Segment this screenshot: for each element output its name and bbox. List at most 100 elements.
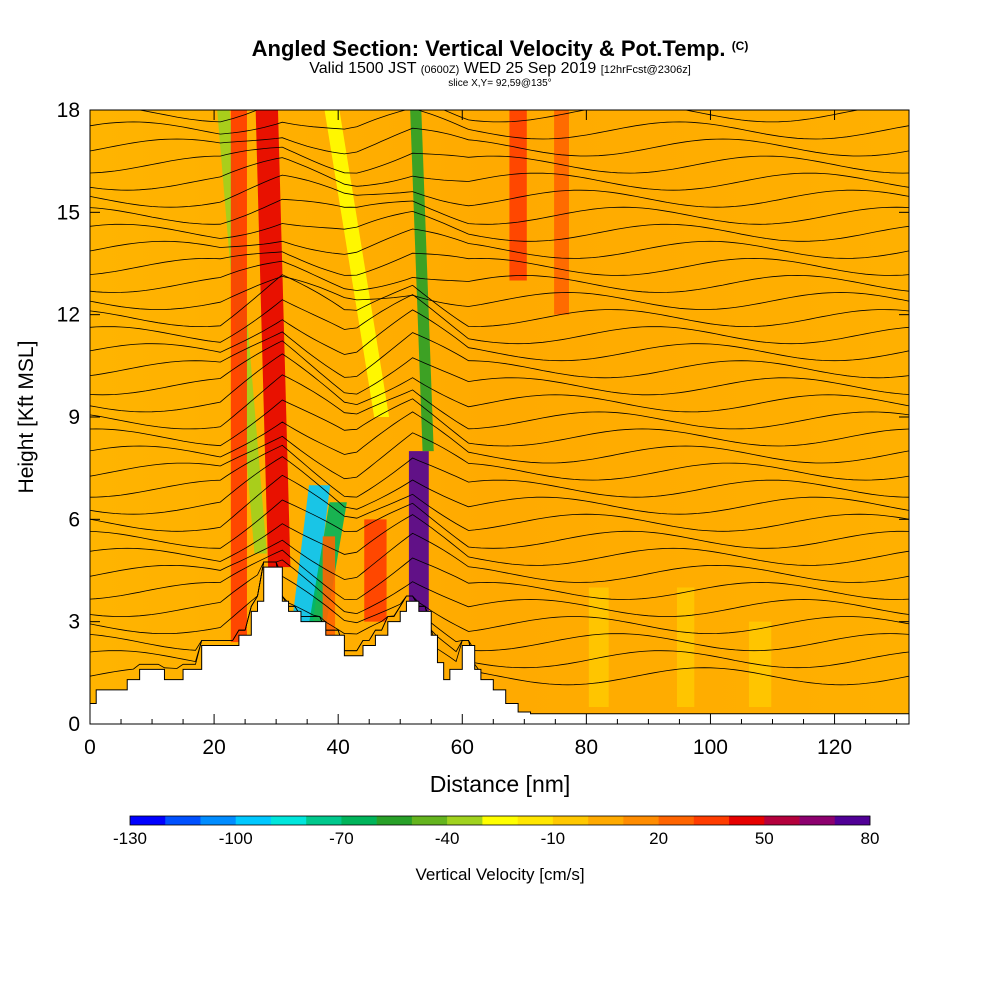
colorbar-swatch-11 (517, 816, 554, 825)
chart-title-text: Angled Section: Vertical Velocity & Pot.… (251, 36, 726, 61)
colorbar-tick-label: 80 (861, 829, 880, 848)
velocity-feature-6 (364, 519, 387, 622)
colorbar-swatch-6 (341, 816, 377, 825)
colorbar-swatch-5 (306, 816, 342, 825)
velocity-feature-0 (255, 110, 291, 568)
x-tick-label: 120 (817, 736, 852, 759)
colorbar-swatch-16 (693, 816, 730, 825)
isentrope-line-33 (137, 110, 861, 123)
velocity-feature-7 (408, 451, 429, 612)
isentrope-line-12 (90, 432, 909, 481)
isentrope-line-27 (90, 198, 909, 225)
isentrope-line-9 (90, 474, 909, 532)
valid-time-utc: (0600Z) (420, 64, 460, 76)
x-tick-label: 60 (451, 736, 474, 759)
colorbar-swatch-13 (588, 816, 624, 825)
valid-date: WED 25 Sep 2019 (463, 60, 597, 77)
colorbar-swatch-9 (447, 816, 483, 825)
velocity-feature-9 (324, 110, 390, 417)
colorbar-swatch-20 (834, 816, 871, 825)
colorbar-swatch-18 (764, 816, 800, 825)
forecast-info: [12hrFcst@2306z] (600, 64, 691, 76)
isentrope-line-10 (90, 456, 909, 515)
colorbar-swatch-15 (658, 816, 695, 825)
y-tick-label: 12 (57, 304, 80, 327)
terrain (89, 566, 910, 725)
y-tick-label: 15 (57, 201, 80, 224)
plot-area (89, 109, 910, 725)
x-tick-label: 80 (575, 736, 598, 759)
isentrope-line-3 (90, 561, 909, 635)
colorbar: -130 -100 -70 -40 -10 20 50 80 (113, 815, 880, 848)
velocity-feature-13 (676, 587, 695, 707)
velocity-feature-5 (322, 536, 336, 649)
colorbar-frame (129, 815, 871, 826)
colorbar-tick-label: 20 (649, 829, 668, 848)
velocity-feature-11 (554, 110, 569, 315)
colorbar-swatch-10 (482, 816, 518, 825)
velocity-feature-10 (509, 110, 527, 281)
isentrope-line-13 (90, 411, 909, 464)
isentrope-line-22 (90, 275, 909, 310)
plot-background (90, 110, 909, 724)
velocity-feature-8 (410, 110, 434, 452)
y-tick-label: 18 (57, 99, 80, 122)
isentrope-line-26 (90, 210, 909, 242)
colorbar-tick-label: -10 (541, 829, 566, 848)
colorbar-swatch-8 (411, 816, 448, 825)
isentrope-line-16 (90, 353, 909, 413)
velocity-feature-14 (748, 621, 772, 707)
x-tick-label: 100 (693, 736, 728, 759)
colorbar-swatch-17 (729, 816, 765, 825)
isentrope-line-19 (90, 309, 909, 362)
y-tick-label: 0 (68, 713, 80, 736)
isentrope-line-28 (90, 174, 909, 208)
colorbar-swatch-4 (270, 816, 307, 825)
x-tick-label: 20 (202, 736, 225, 759)
isentrope-line-8 (90, 499, 909, 549)
isentrope-line-31 (90, 127, 909, 157)
isentrope-line-11 (90, 444, 909, 498)
colorbar-swatch-19 (799, 816, 836, 825)
colorbar-swatch-7 (376, 816, 413, 825)
chart-title-units: (C) (731, 39, 749, 53)
isentrope-line-4 (90, 559, 909, 617)
x-tick-label: 40 (327, 736, 350, 759)
colorbar-tick-label: -100 (219, 829, 253, 848)
isentrope-line-24 (90, 251, 909, 276)
velocity-feature-2 (230, 110, 247, 643)
chart-subtitle: Valid 1500 JST (0600Z) WED 25 Sep 2019 [… (0, 60, 1000, 78)
slice-info: slice X,Y= 92,59@135° (448, 78, 552, 89)
y-tick-label: 6 (68, 508, 80, 531)
x-axis: 0 20 40 60 80 100 120 (84, 110, 898, 759)
potential-temperature-contours (90, 110, 909, 686)
colorbar-swatch-2 (200, 816, 237, 825)
isentrope-line-30 (90, 146, 909, 174)
x-axis-label: Distance [nm] (430, 771, 571, 797)
colorbar-tick-label: 50 (755, 829, 774, 848)
colorbar-label: Vertical Velocity [cm/s] (415, 865, 584, 884)
colorbar-swatch-0 (130, 816, 166, 825)
isentrope-line-17 (90, 340, 909, 396)
isentrope-line-15 (90, 374, 909, 430)
valid-time: Valid 1500 JST (309, 60, 417, 77)
y-axis: 0 3 6 9 12 15 18 (57, 99, 909, 736)
colorbar-tick-label: -130 (113, 829, 147, 848)
isentrope-line-21 (90, 274, 909, 328)
colorbar-swatch-1 (165, 816, 201, 825)
isentrope-line-23 (90, 260, 909, 293)
colorbar-swatch-3 (235, 816, 272, 825)
isentrope-line-14 (90, 398, 909, 447)
y-tick-label: 3 (68, 611, 80, 634)
isentrope-line-32 (90, 110, 909, 140)
isentrope-line-7 (90, 514, 909, 566)
isentrope-line-6 (90, 532, 909, 583)
colorbar-swatch-14 (623, 816, 659, 825)
isentrope-line-25 (90, 228, 909, 259)
isentrope-line-5 (90, 549, 909, 600)
y-axis-label: Height [Kft MSL] (15, 341, 38, 494)
isentrope-line-2 (90, 561, 909, 652)
colorbar-tick-label: -70 (329, 829, 354, 848)
velocity-feature-12 (588, 587, 609, 707)
